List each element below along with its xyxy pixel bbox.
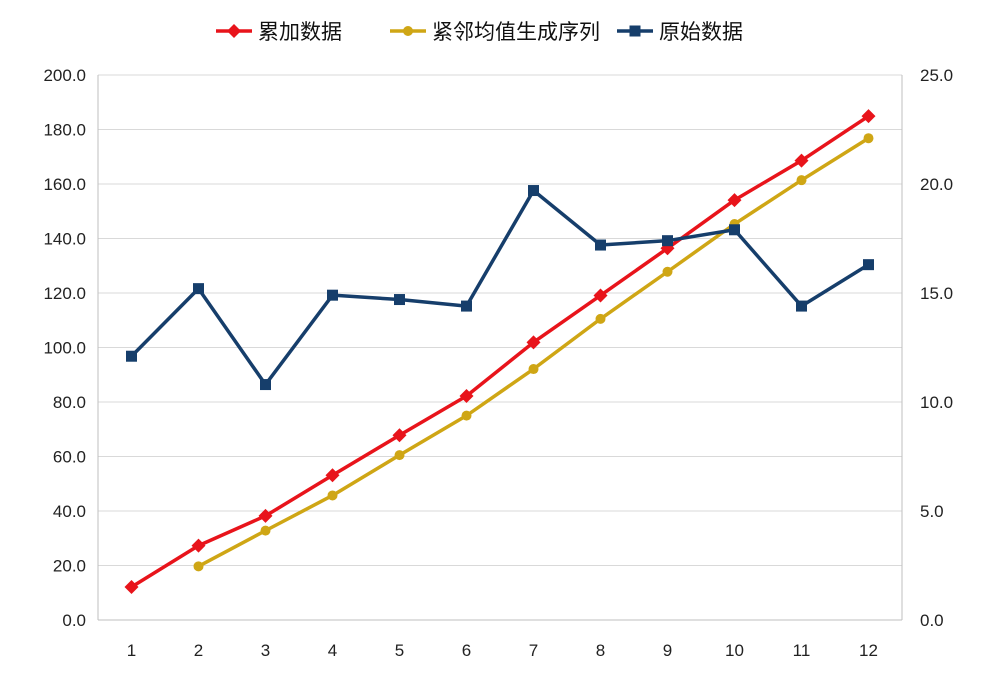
- series-line-1: [130, 114, 870, 589]
- x-tick-label: 10: [725, 641, 744, 660]
- y-left-tick-label: 60.0: [53, 448, 86, 467]
- legend-item: 累加数据: [216, 20, 342, 44]
- x-tick-label: 6: [462, 641, 471, 660]
- data-point: [126, 350, 137, 362]
- data-point: [258, 508, 273, 523]
- data-point: [662, 235, 673, 247]
- legend-marker: [403, 26, 413, 36]
- x-tick-label: 7: [529, 641, 538, 660]
- legend-item: 紧邻均值生成序列: [390, 20, 600, 44]
- data-point: [528, 364, 539, 375]
- legend-label: 紧邻均值生成序列: [432, 20, 600, 44]
- data-point: [327, 289, 338, 301]
- x-tick-label: 8: [596, 641, 605, 660]
- legend-item: 原始数据: [617, 20, 743, 44]
- legend-label: 累加数据: [258, 20, 342, 44]
- axes: [97, 75, 903, 621]
- data-point: [727, 193, 742, 208]
- series-markers: [124, 109, 876, 595]
- data-point: [595, 239, 606, 251]
- x-tick-label: 11: [793, 641, 811, 660]
- data-point: [394, 450, 405, 461]
- x-tick-label: 4: [328, 641, 337, 660]
- data-point: [191, 538, 206, 553]
- y-left-tick-label: 140.0: [43, 230, 86, 249]
- y-left-tick-label: 40.0: [53, 502, 86, 521]
- data-point: [528, 185, 539, 197]
- data-point: [526, 335, 541, 350]
- y-left-tick-label: 20.0: [53, 557, 86, 576]
- gridlines: [98, 74, 902, 566]
- legend-label: 原始数据: [659, 20, 743, 44]
- series-line-2: [197, 136, 870, 568]
- data-point: [595, 313, 606, 324]
- data-point: [193, 283, 204, 295]
- data-point: [461, 300, 472, 312]
- data-point: [593, 288, 608, 303]
- data-point: [863, 133, 874, 144]
- x-tick-label: 3: [261, 641, 270, 660]
- tick-labels: 0.020.040.060.080.0100.0120.0140.0160.01…: [43, 66, 953, 660]
- data-point: [459, 389, 474, 404]
- data-point: [863, 259, 874, 271]
- data-point: [327, 490, 338, 501]
- data-point: [794, 153, 809, 168]
- data-point: [861, 109, 876, 124]
- x-tick-label: 2: [194, 641, 203, 660]
- series-line-3: [130, 188, 870, 387]
- y-left-tick-label: 120.0: [43, 284, 86, 303]
- legend: 累加数据 紧邻均值生成序列 原始数据: [216, 20, 743, 44]
- y-left-tick-label: 180.0: [43, 121, 86, 140]
- data-point: [260, 525, 271, 536]
- series-lines: [130, 114, 870, 589]
- data-point: [461, 410, 472, 421]
- y-left-tick-label: 100.0: [43, 339, 86, 358]
- data-point: [124, 580, 139, 595]
- y-left-tick-label: 80.0: [53, 393, 86, 412]
- x-tick-label: 9: [663, 641, 672, 660]
- data-point: [729, 224, 740, 236]
- data-point: [193, 561, 204, 572]
- x-tick-label: 12: [859, 641, 878, 660]
- data-point: [394, 294, 405, 306]
- data-point: [662, 266, 673, 277]
- data-point: [325, 468, 340, 483]
- legend-marker: [629, 25, 641, 37]
- y-left-tick-label: 0.0: [62, 611, 86, 630]
- y-right-tick-label: 20.0: [920, 175, 953, 194]
- y-left-tick-label: 160.0: [43, 175, 86, 194]
- y-right-tick-label: 15.0: [920, 284, 953, 303]
- data-point: [796, 175, 807, 186]
- y-right-tick-label: 25.0: [920, 66, 953, 85]
- x-tick-label: 5: [395, 641, 404, 660]
- y-left-tick-label: 200.0: [43, 66, 86, 85]
- data-point: [392, 428, 407, 443]
- y-right-tick-label: 0.0: [920, 611, 944, 630]
- x-tick-label: 1: [127, 641, 136, 660]
- y-right-tick-label: 5.0: [920, 502, 944, 521]
- data-point: [796, 300, 807, 312]
- data-point: [260, 379, 271, 391]
- y-right-tick-label: 10.0: [920, 393, 953, 412]
- legend-marker: [227, 24, 241, 38]
